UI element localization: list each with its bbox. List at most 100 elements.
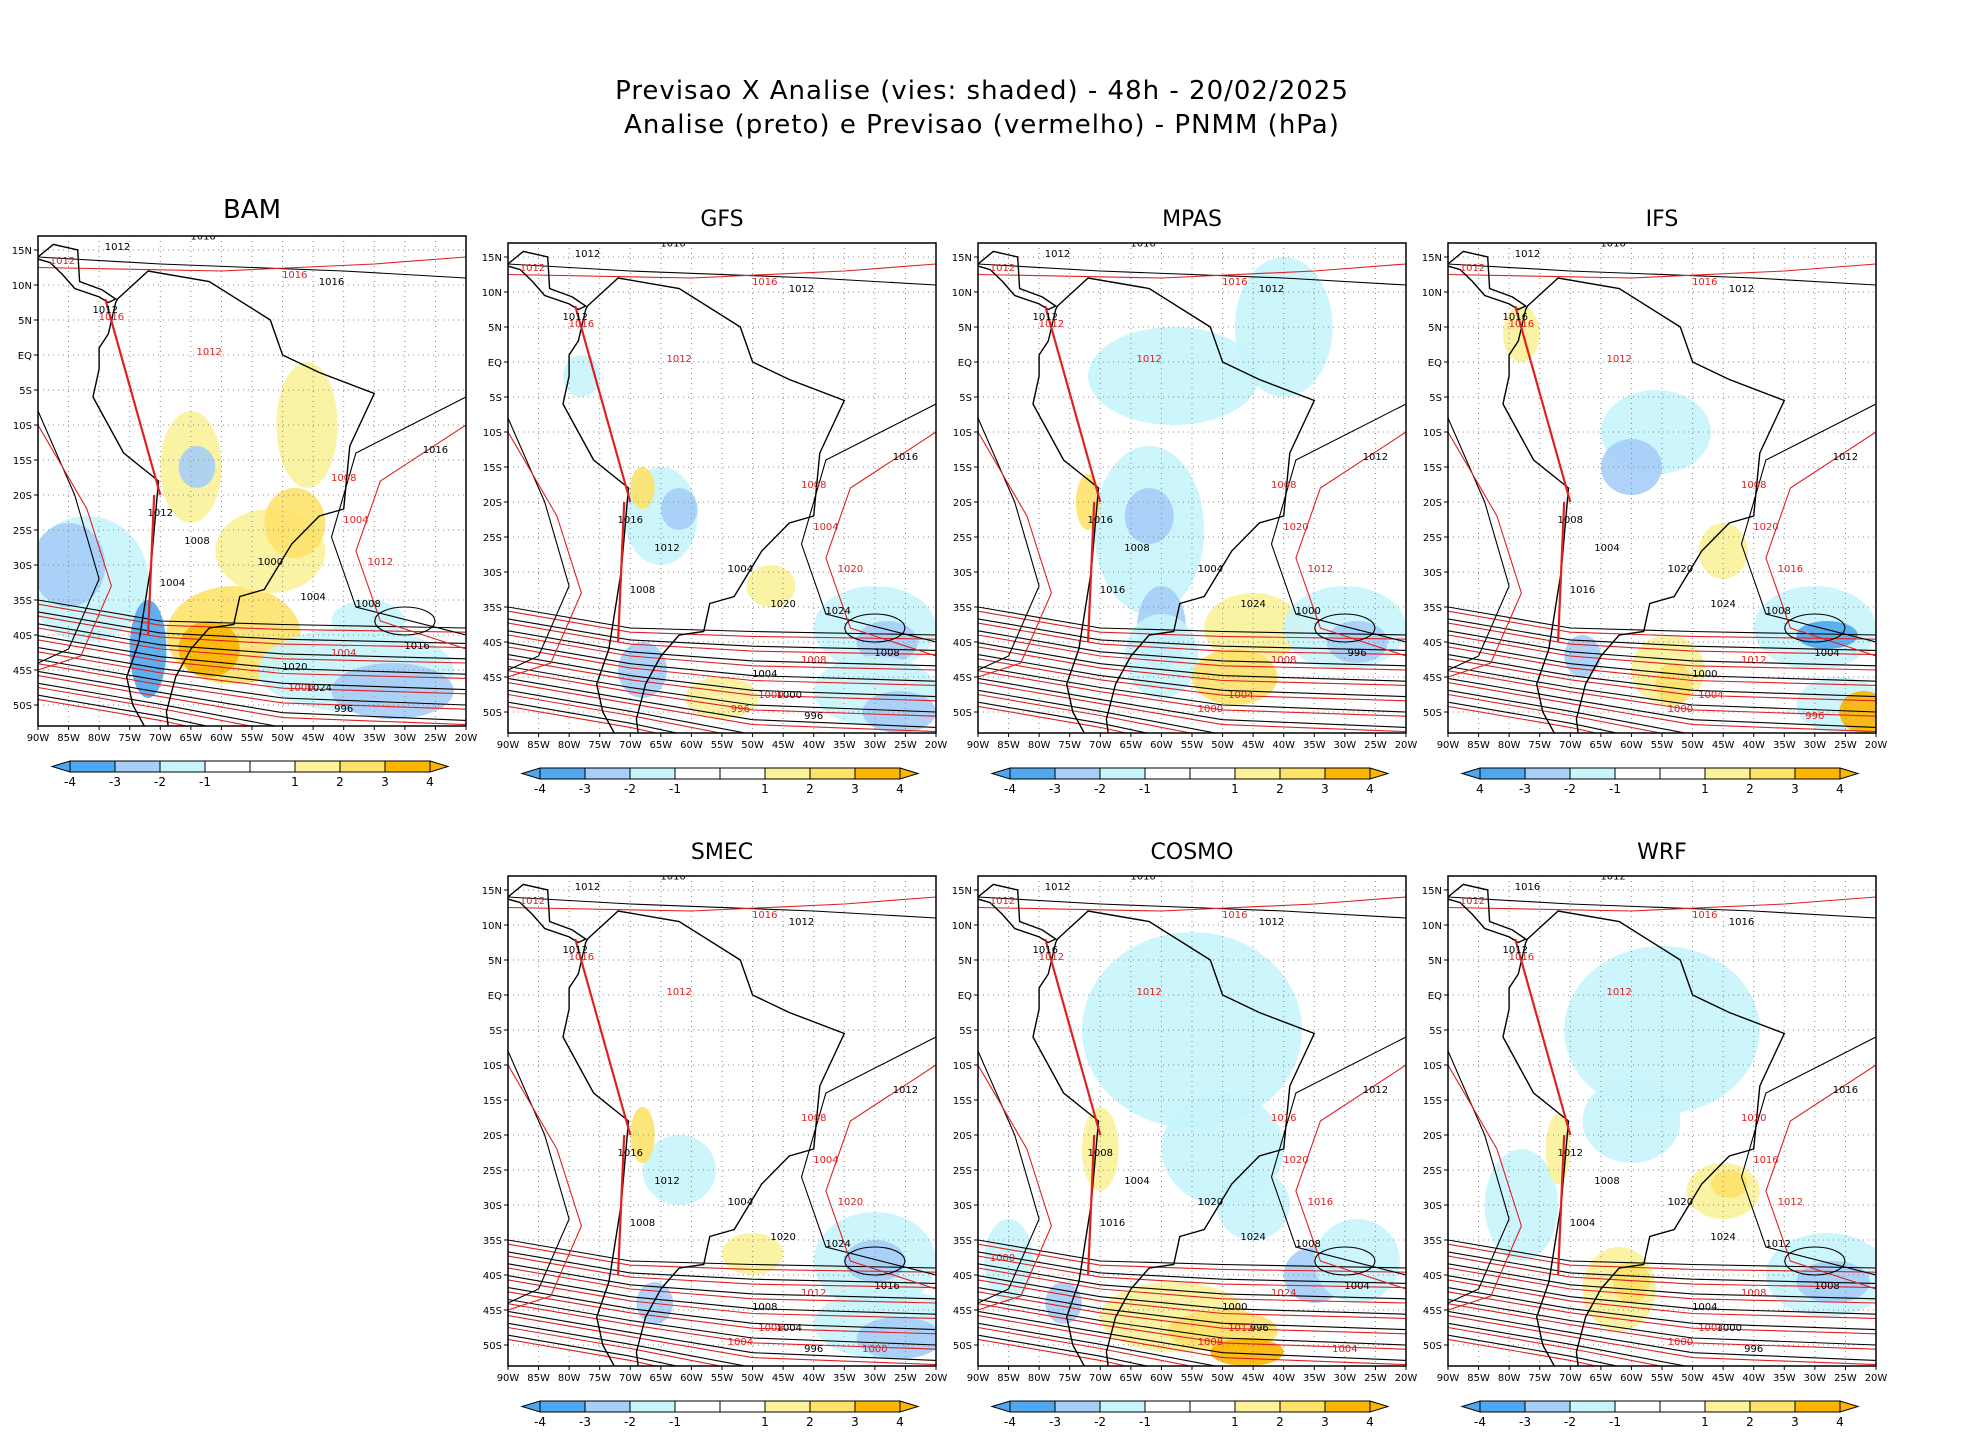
bias-shade-pos2 bbox=[276, 362, 338, 488]
contour-label-analysis: 1016 bbox=[1100, 585, 1125, 596]
analysis-contour bbox=[1448, 1263, 1876, 1300]
y-tick-label: 30S bbox=[1423, 568, 1442, 579]
analysis-contour bbox=[800, 1036, 936, 1276]
contour-label-forecast: 1004 bbox=[1698, 1323, 1723, 1334]
bias-shade-pos2 bbox=[1698, 523, 1748, 579]
colorbar-arrow-left bbox=[1460, 767, 1481, 780]
y-tick-label: 30S bbox=[13, 561, 32, 572]
forecast-contour bbox=[508, 705, 659, 733]
contour-label-analysis: 1008 bbox=[1594, 1176, 1619, 1187]
analysis-contour bbox=[978, 1334, 1150, 1366]
y-tick-label: 45S bbox=[953, 673, 972, 684]
bias-shade-neg2 bbox=[642, 1135, 716, 1205]
forecast-contour bbox=[978, 705, 1129, 733]
colorbar-segment bbox=[1144, 767, 1191, 780]
analysis-contour bbox=[978, 263, 1406, 286]
andes-forecast-contour bbox=[1044, 305, 1102, 503]
contour-label-analysis: 1008 bbox=[1124, 543, 1149, 554]
contour-label-forecast: 1008 bbox=[801, 1113, 826, 1124]
forecast-contour bbox=[978, 658, 1406, 702]
analysis-contour bbox=[1448, 1275, 1876, 1315]
bias-shade-neg3 bbox=[1326, 621, 1388, 663]
x-tick-label: 55W bbox=[1181, 1373, 1204, 1384]
contour-label-analysis: 1012 bbox=[1045, 249, 1070, 260]
x-tick-label: 35W bbox=[363, 733, 386, 744]
colorbar-segment bbox=[1324, 767, 1371, 780]
forecast-contour bbox=[978, 1279, 1406, 1319]
analysis-contour bbox=[1448, 263, 1876, 286]
bias-shade-neg2 bbox=[1564, 946, 1760, 1114]
x-tick-label: 40W bbox=[1742, 740, 1765, 751]
forecast-contour bbox=[508, 1303, 936, 1350]
x-tick-label: 60W bbox=[1620, 740, 1643, 751]
x-tick-label: 45W bbox=[1242, 740, 1265, 751]
y-tick-label: 50S bbox=[483, 1341, 502, 1352]
colorbar-label: 1 bbox=[1231, 782, 1239, 796]
contour-label-analysis: 1000 bbox=[1222, 1302, 1247, 1313]
analysis-contour bbox=[978, 701, 1150, 733]
x-tick-label: 20W bbox=[1395, 1373, 1418, 1384]
colorbar: -4 -3 -2 -1 1 2 3 4 bbox=[990, 767, 1390, 796]
bias-shade-neg2 bbox=[563, 355, 600, 397]
y-tick-label: 30S bbox=[953, 1201, 972, 1212]
contour-label-analysis: 1004 bbox=[1198, 564, 1223, 575]
analysis-contour bbox=[508, 1251, 936, 1284]
forecast-contour bbox=[978, 1303, 1406, 1350]
analysis-contour bbox=[1448, 677, 1876, 728]
contour-label-forecast: 1020 bbox=[1753, 522, 1778, 533]
forecast-contour bbox=[978, 1338, 1129, 1366]
contour-label-forecast: 1012 bbox=[1228, 1323, 1253, 1334]
x-tick-label: 30W bbox=[864, 1373, 887, 1384]
x-tick-label: 40W bbox=[802, 1373, 825, 1384]
analysis-contour bbox=[1448, 618, 1876, 651]
x-tick-label: 75W bbox=[1528, 740, 1551, 751]
colorbar-label: 2 bbox=[1746, 782, 1754, 796]
contour-label-forecast: 1016 bbox=[1222, 277, 1247, 288]
colorbar-label: 3 bbox=[1791, 1415, 1799, 1429]
panel-mpas: MPAS 1012 1016 1012 1012 1012 1016 1008 1016 1004… bbox=[940, 207, 1448, 803]
y-tick-label: 40S bbox=[483, 638, 502, 649]
colorbar-segment bbox=[249, 760, 296, 773]
x-tick-label: 20W bbox=[925, 1373, 948, 1384]
colorbar-segment bbox=[1324, 1400, 1371, 1413]
panel-smec: SMEC 1012 1016 1012 1012 1012 1016 1012 1008 1004… bbox=[470, 840, 978, 1436]
y-tick-label: 35S bbox=[13, 596, 32, 607]
analysis-contour bbox=[38, 635, 466, 675]
contour-label-analysis: 1020 bbox=[770, 1232, 795, 1243]
y-tick-label: 50S bbox=[483, 708, 502, 719]
analysis-contour bbox=[508, 1275, 936, 1315]
y-tick-label: 5N bbox=[488, 956, 502, 967]
colorbar-label: -2 bbox=[1094, 1415, 1106, 1429]
forecast-contour bbox=[1448, 1326, 1664, 1366]
y-tick-label: 5S bbox=[19, 386, 32, 397]
contour-label-analysis: 1012 bbox=[1515, 249, 1540, 260]
contour-label-forecast: 1016 bbox=[569, 952, 594, 963]
y-tick-label: 5S bbox=[489, 1026, 502, 1037]
contour-label-analysis: 1016 bbox=[1100, 1218, 1125, 1229]
contour-label-analysis: 1008 bbox=[752, 1302, 777, 1313]
contour-label-analysis: 1016 bbox=[1515, 882, 1540, 893]
y-tick-label: 5S bbox=[959, 1026, 972, 1037]
colorbar-label: -1 bbox=[669, 1415, 681, 1429]
contour-label-analysis: 1016 bbox=[618, 1148, 643, 1159]
colorbar-label: 4 bbox=[1366, 1415, 1374, 1429]
contour-label-analysis: 1008 bbox=[630, 1218, 655, 1229]
forecast-contour bbox=[1448, 658, 1876, 702]
analysis-contour bbox=[978, 1298, 1406, 1346]
x-tick-label: 60W bbox=[1150, 740, 1173, 751]
x-tick-label: 25W bbox=[1834, 1373, 1857, 1384]
y-tick-label: 45S bbox=[953, 1306, 972, 1317]
contour-label-analysis: 1008 bbox=[1088, 1148, 1113, 1159]
contour-label-analysis: 1000 bbox=[1295, 606, 1320, 617]
forecast-contour bbox=[508, 622, 936, 656]
contour-label-forecast: 1000 bbox=[862, 1344, 887, 1355]
y-tick-label: 10N bbox=[1422, 921, 1442, 932]
figure-title-line1: Previsao X Analise (vies: shaded) - 48h … bbox=[615, 76, 1349, 106]
colorbar-label: 1 bbox=[1701, 782, 1709, 796]
forecast-contour bbox=[978, 1291, 1406, 1335]
contour-label-forecast: 1004 bbox=[331, 648, 356, 659]
forecast-contour bbox=[1448, 705, 1599, 733]
analysis-contour bbox=[1270, 403, 1406, 643]
contour-label-forecast: 1000 bbox=[288, 683, 313, 694]
analysis-contour bbox=[1270, 1036, 1406, 1276]
